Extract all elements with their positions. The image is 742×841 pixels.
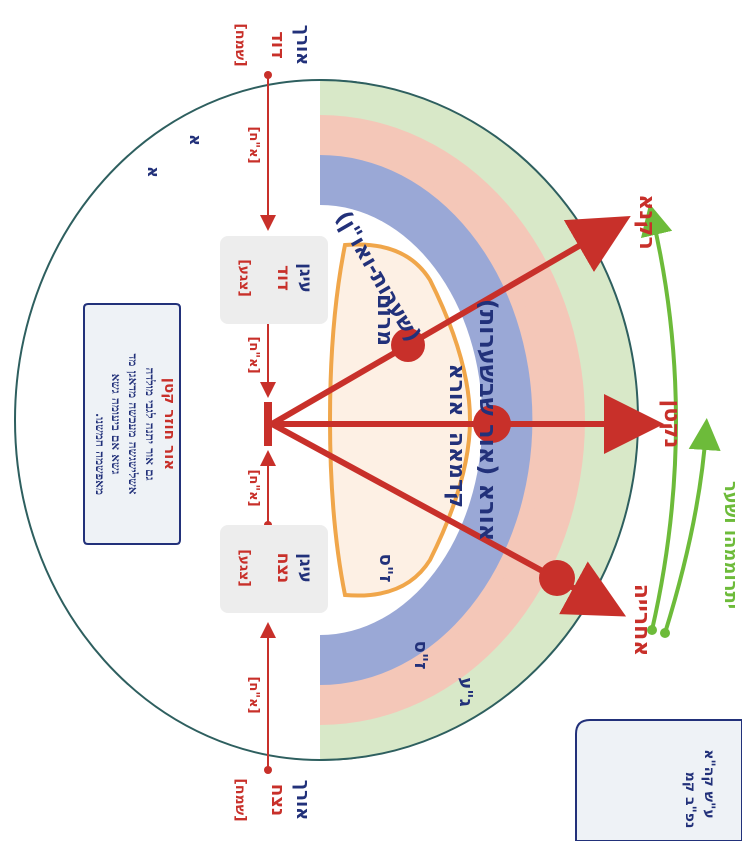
corner-line1: ע"ש קה"א [701, 749, 717, 819]
info-panel [83, 303, 181, 545]
bottom-left-tag: [שמח] [232, 778, 248, 821]
green-arrow-outer [640, 203, 678, 631]
panel-title: אור חוזר קטן [161, 378, 179, 470]
corner-panel [575, 719, 742, 841]
arc-center-text-2: קדמאה [444, 432, 469, 508]
dot-bottom [539, 560, 575, 596]
inner-oval-label: ז"ס [375, 554, 396, 583]
arrow-top-label: רקנא [634, 194, 659, 249]
dist-tag-1: [א"ח] [246, 126, 261, 163]
small-aleph-1: א [186, 134, 205, 146]
pink-ring-label: ז"ס [410, 641, 431, 670]
green-ring-label: ג"ע [455, 677, 476, 706]
box-top-bg [220, 236, 328, 324]
box-bottom-line2: נצח [273, 553, 293, 583]
green-arrow-label: יתרוממהו ושער [720, 481, 741, 609]
dist-tag-4: [א"ח] [246, 676, 261, 713]
arrow-top [270, 215, 631, 427]
box-top-tag: [צגע] [236, 259, 252, 297]
box-bottom-line1: עיגן [295, 553, 315, 583]
bottom-left-line1: אורך [292, 780, 313, 821]
arc-center-text-1: אורא [444, 364, 469, 417]
dot-middle [473, 405, 511, 443]
box-bottom-bg [220, 525, 328, 613]
panel-line2: אשלישגשה מעכשה מדאגן מד [126, 353, 140, 494]
box-top-line2: דוד [273, 265, 293, 291]
center-bar [264, 402, 272, 446]
dist-tag-2: [א"ח] [246, 336, 261, 373]
box-top-line1: עיגן [295, 263, 315, 293]
green-dot-outer [647, 625, 657, 635]
top-left-line2: דוד [267, 31, 288, 58]
corner-line2: נפ"ב קמ [682, 772, 698, 829]
axis-dot-1 [264, 71, 272, 79]
arrow-middle-label: נקטן [659, 400, 684, 449]
small-aleph-2: א [144, 166, 163, 178]
arrow-bottom-label: אחרייה [629, 584, 654, 656]
axis-dot-4 [264, 766, 272, 774]
panel-line3: גשא אם ביעומה גשא [109, 374, 123, 475]
green-arrow-inner [663, 418, 721, 634]
dot-top [391, 328, 425, 362]
panel-line4: מאפשמה חמשנו. [93, 413, 107, 495]
panel-line1: גם אור יתנה לגבי מולדה [143, 367, 157, 480]
top-left-line1: אורך [292, 25, 313, 66]
bottom-left-line2: נצח [267, 784, 288, 816]
inner-oval-text: מרום [372, 294, 397, 346]
top-left-tag: [שמח] [232, 23, 248, 66]
green-dot-inner [660, 628, 670, 638]
arc-outer-text: אורא (אור שבשערות) [474, 299, 502, 542]
box-bottom-tag: [צגע] [236, 549, 252, 587]
dist-tag-3: [א"ח] [246, 469, 261, 506]
